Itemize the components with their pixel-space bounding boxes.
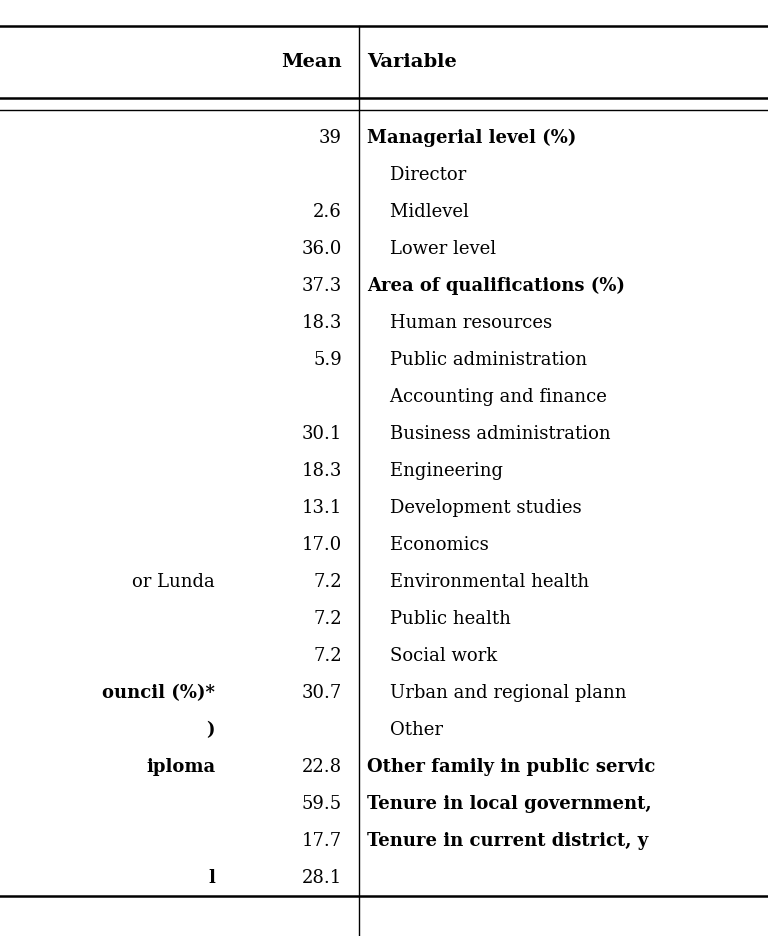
Text: Managerial level (%): Managerial level (%) bbox=[367, 129, 577, 147]
Text: 2.6: 2.6 bbox=[313, 203, 342, 221]
Text: Mean: Mean bbox=[281, 53, 342, 71]
Text: 36.0: 36.0 bbox=[301, 241, 342, 258]
Text: Public administration: Public administration bbox=[367, 351, 588, 369]
Text: Lower level: Lower level bbox=[367, 241, 496, 258]
Text: 17.0: 17.0 bbox=[302, 536, 342, 554]
Text: Engineering: Engineering bbox=[367, 462, 503, 480]
Text: Other: Other bbox=[367, 721, 443, 739]
Text: Public health: Public health bbox=[367, 610, 511, 628]
Text: ouncil (%)*: ouncil (%)* bbox=[102, 684, 215, 702]
Text: 13.1: 13.1 bbox=[301, 499, 342, 517]
Text: Accounting and finance: Accounting and finance bbox=[367, 388, 607, 406]
Text: 37.3: 37.3 bbox=[302, 277, 342, 295]
Text: 17.7: 17.7 bbox=[302, 832, 342, 850]
Text: 30.7: 30.7 bbox=[302, 684, 342, 702]
Text: 59.5: 59.5 bbox=[302, 795, 342, 812]
Text: 30.1: 30.1 bbox=[301, 425, 342, 443]
Text: Director: Director bbox=[367, 167, 466, 184]
Text: Other family in public servic: Other family in public servic bbox=[367, 758, 655, 776]
Text: or Lunda: or Lunda bbox=[132, 573, 215, 591]
Text: 18.3: 18.3 bbox=[301, 314, 342, 332]
Text: l: l bbox=[208, 869, 215, 886]
Text: Business administration: Business administration bbox=[367, 425, 611, 443]
Text: Tenure in local government,: Tenure in local government, bbox=[367, 795, 652, 812]
Text: Area of qualifications (%): Area of qualifications (%) bbox=[367, 277, 625, 295]
Text: ): ) bbox=[207, 721, 215, 739]
Text: Environmental health: Environmental health bbox=[367, 573, 589, 591]
Text: Human resources: Human resources bbox=[367, 314, 552, 332]
Text: 7.2: 7.2 bbox=[313, 610, 342, 628]
Text: Economics: Economics bbox=[367, 536, 489, 554]
Text: Social work: Social work bbox=[367, 647, 498, 665]
Text: 7.2: 7.2 bbox=[313, 573, 342, 591]
Text: Variable: Variable bbox=[367, 53, 457, 71]
Text: 22.8: 22.8 bbox=[302, 758, 342, 776]
Text: 7.2: 7.2 bbox=[313, 647, 342, 665]
Text: Development studies: Development studies bbox=[367, 499, 581, 517]
Text: Urban and regional plann: Urban and regional plann bbox=[367, 684, 627, 702]
Text: 28.1: 28.1 bbox=[302, 869, 342, 886]
Text: Midlevel: Midlevel bbox=[367, 203, 469, 221]
Text: iploma: iploma bbox=[146, 758, 215, 776]
Text: 5.9: 5.9 bbox=[313, 351, 342, 369]
Text: 39: 39 bbox=[319, 129, 342, 147]
Text: Tenure in current district, y: Tenure in current district, y bbox=[367, 832, 648, 850]
Text: 18.3: 18.3 bbox=[301, 462, 342, 480]
